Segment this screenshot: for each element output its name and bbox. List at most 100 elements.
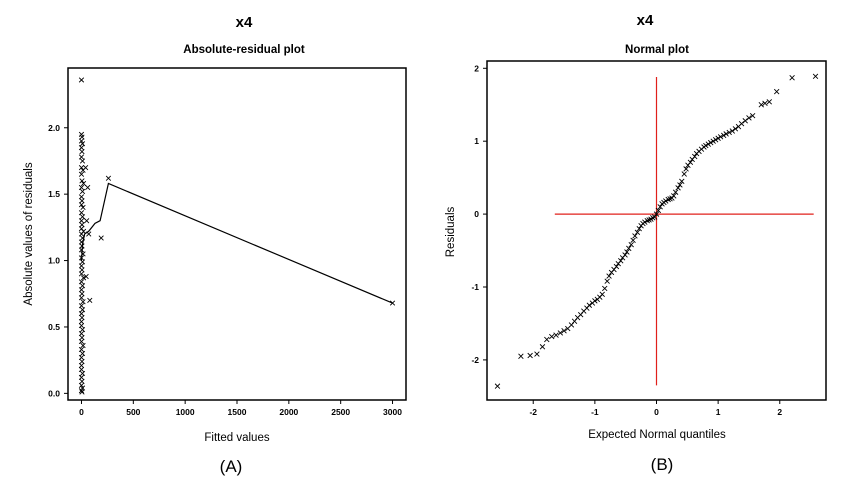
residual-quantile-point xyxy=(527,352,533,359)
residual-quantile-point xyxy=(653,211,660,217)
residual-quantile-point xyxy=(604,278,610,284)
residual-quantile-point xyxy=(494,383,501,389)
residual-point xyxy=(85,184,91,191)
residual-point xyxy=(78,366,85,373)
residual-quantile-point xyxy=(681,171,687,177)
residual-point xyxy=(79,389,85,395)
residual-quantile-point xyxy=(539,344,546,350)
residual-quantile-point xyxy=(732,126,739,132)
residual-quantile-point xyxy=(720,132,727,139)
panel-b-subtitle: Normal plot xyxy=(625,44,689,56)
residual-point xyxy=(86,231,92,237)
residual-point xyxy=(80,275,87,281)
residual-point xyxy=(79,235,86,241)
residual-point xyxy=(83,273,89,280)
residual-quantile-point xyxy=(622,252,628,258)
residual-quantile-point xyxy=(553,332,559,338)
residual-quantile-point xyxy=(723,131,729,137)
residual-point xyxy=(79,350,86,357)
residual-point xyxy=(78,362,85,369)
residual-point xyxy=(79,283,86,289)
residual-quantile-point xyxy=(742,118,748,124)
residual-quantile-point xyxy=(679,178,685,185)
residual-point xyxy=(78,255,85,261)
x-tick-label: 1 xyxy=(716,407,721,417)
residual-quantile-point xyxy=(749,112,756,119)
y-tick-label: 1 xyxy=(474,136,479,146)
residual-quantile-point xyxy=(632,233,638,239)
residual-point xyxy=(79,149,85,155)
residual-quantile-point xyxy=(672,189,679,195)
residual-point xyxy=(84,218,90,224)
residual-quantile-point xyxy=(683,166,689,172)
residual-point xyxy=(78,303,85,309)
panel-a-lowess-line xyxy=(80,182,393,304)
residual-quantile-point xyxy=(557,330,564,336)
residual-point xyxy=(78,338,85,345)
residual-quantile-point xyxy=(613,263,620,270)
x-tick-label: 3000 xyxy=(383,407,402,417)
residual-quantile-point xyxy=(687,159,694,166)
residual-quantile-point xyxy=(812,73,819,80)
residual-point xyxy=(87,297,93,304)
residual-quantile-point xyxy=(712,137,719,143)
panel-b-points xyxy=(494,73,819,389)
residual-quantile-point xyxy=(626,245,632,252)
residual-quantile-point xyxy=(518,353,524,359)
normal-plot-panel: x4 Normal plot -2 -1 0 1 2 -2 -1 0 1 2 Expected N… xyxy=(445,12,827,474)
panel-b-y-axis-label: Residuals xyxy=(445,207,457,258)
residual-point xyxy=(79,326,86,333)
y-tick-label: -2 xyxy=(471,355,479,365)
panel-b-x-axis-label: Expected Normal quantiles xyxy=(588,429,726,441)
residual-point xyxy=(78,154,85,160)
residual-quantile-point xyxy=(651,214,658,220)
panel-a-plot-frame xyxy=(67,67,407,401)
residual-quantile-point xyxy=(663,198,669,204)
residual-point xyxy=(79,214,86,220)
x-tick-label: -1 xyxy=(591,407,599,417)
residual-point xyxy=(98,235,104,241)
residual-quantile-point xyxy=(729,128,736,134)
residual-point xyxy=(79,259,86,265)
residual-point xyxy=(78,202,85,208)
residual-quantile-point xyxy=(710,138,716,144)
residual-quantile-point xyxy=(606,273,612,279)
residual-quantile-point xyxy=(677,182,683,188)
residual-quantile-point xyxy=(630,237,636,244)
y-tick-label: 0.0 xyxy=(48,388,60,398)
residual-quantile-point xyxy=(586,302,593,308)
y-tick-label: 0 xyxy=(474,209,479,219)
residual-quantile-point xyxy=(642,219,648,225)
residual-point xyxy=(83,164,89,171)
panel-a-ticks: 0 500 1000 1500 2000 2500 3000 0.0 0.5 1.0 1.5 2.0 xyxy=(48,123,402,417)
x-tick-label: 500 xyxy=(126,407,140,417)
absolute-residual-panel: x4 Absolute-residual plot 0 500 1000 1500 20… xyxy=(23,14,407,476)
residual-quantile-point xyxy=(561,328,567,334)
x-tick-label: 0 xyxy=(79,407,84,417)
residual-quantile-point xyxy=(657,204,663,210)
y-tick-label: 0.5 xyxy=(48,322,60,332)
residual-quantile-point xyxy=(544,336,550,343)
residual-point xyxy=(78,388,85,394)
x-tick-label: -2 xyxy=(529,407,537,417)
residual-quantile-point xyxy=(534,351,540,357)
y-tick-label: -1 xyxy=(471,282,479,292)
residual-quantile-point xyxy=(726,129,732,136)
panel-a-label: (A) xyxy=(220,457,243,476)
panel-a-y-axis-label: Absolute values of residuals xyxy=(23,162,35,305)
x-tick-label: 2500 xyxy=(331,407,350,417)
residual-point xyxy=(78,295,85,301)
residual-point xyxy=(80,180,87,187)
residual-quantile-point xyxy=(717,134,724,140)
residual-quantile-point xyxy=(671,193,677,199)
residual-point xyxy=(80,299,86,305)
residual-point xyxy=(78,210,85,216)
y-tick-label: 1.5 xyxy=(48,189,60,199)
residual-point xyxy=(78,279,85,285)
residual-quantile-point xyxy=(628,241,634,248)
residual-point xyxy=(78,346,85,353)
y-tick-label: 1.0 xyxy=(48,256,60,266)
residual-point xyxy=(78,247,85,253)
x-tick-label: 1500 xyxy=(228,407,247,417)
residual-point xyxy=(80,204,86,211)
